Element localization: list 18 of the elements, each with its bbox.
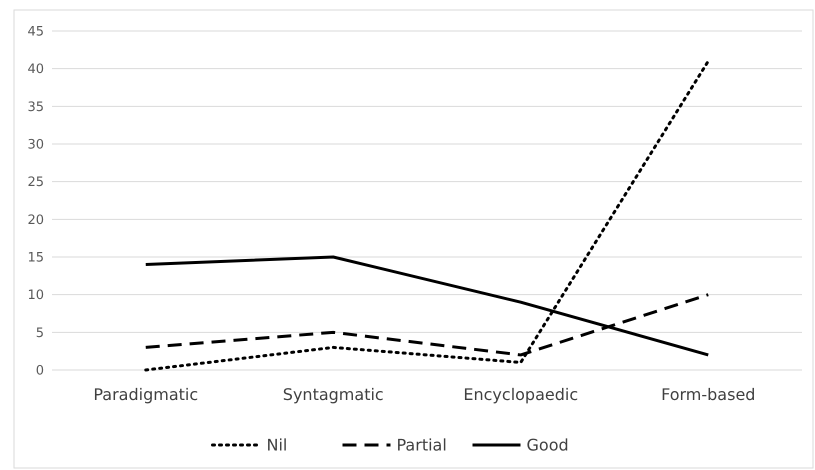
y-tick-label: 45: [27, 24, 44, 40]
x-tick-label: Paradigmatic: [93, 385, 198, 404]
y-tick-label: 20: [27, 212, 44, 228]
y-tick-label: 15: [27, 250, 44, 266]
y-tick-label: 40: [27, 62, 44, 78]
legend-label: Nil: [266, 436, 288, 455]
y-tick-label: 5: [36, 326, 44, 341]
y-tick-label: 35: [27, 100, 44, 115]
y-tick-label: 25: [27, 175, 44, 190]
y-tick-label: 30: [27, 138, 44, 153]
x-tick-label: Syntagmatic: [282, 385, 384, 404]
legend-label: Partial: [396, 436, 447, 455]
x-tick-label: Encyclopaedic: [463, 385, 578, 404]
y-tick-label: 0: [36, 364, 44, 379]
line-series: [144, 60, 710, 372]
legend-label: Good: [526, 436, 569, 455]
x-tick-label: Form-based: [661, 385, 756, 404]
y-tick-label: 10: [27, 288, 44, 304]
